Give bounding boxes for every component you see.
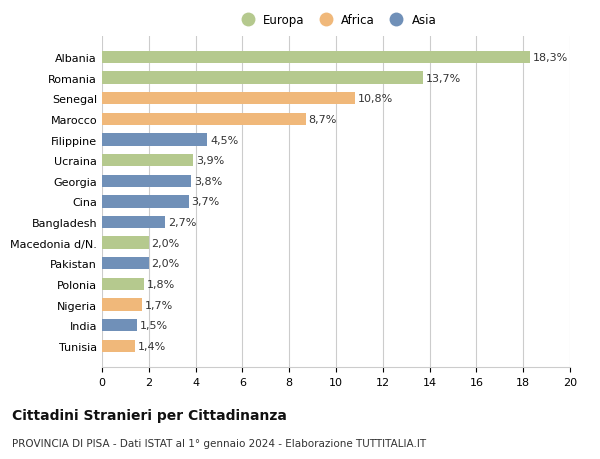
Text: 8,7%: 8,7% — [308, 115, 337, 125]
Bar — [102, 257, 149, 270]
Text: 18,3%: 18,3% — [533, 53, 568, 63]
Text: 3,7%: 3,7% — [191, 197, 220, 207]
Bar — [102, 196, 188, 208]
Text: 2,0%: 2,0% — [152, 238, 180, 248]
Bar — [102, 73, 422, 84]
Text: 1,5%: 1,5% — [140, 320, 168, 330]
Bar — [102, 113, 305, 126]
Text: 13,7%: 13,7% — [425, 73, 461, 84]
Text: 3,9%: 3,9% — [196, 156, 224, 166]
Bar — [102, 93, 355, 105]
Text: 10,8%: 10,8% — [358, 94, 393, 104]
Text: 2,7%: 2,7% — [168, 218, 196, 228]
Bar — [102, 134, 208, 146]
Bar — [102, 319, 137, 331]
Text: Cittadini Stranieri per Cittadinanza: Cittadini Stranieri per Cittadinanza — [12, 409, 287, 422]
Bar — [102, 340, 135, 352]
Bar — [102, 52, 530, 64]
Text: 1,8%: 1,8% — [147, 279, 175, 289]
Bar — [102, 216, 165, 229]
Text: 4,5%: 4,5% — [210, 135, 238, 145]
Text: 2,0%: 2,0% — [152, 259, 180, 269]
Bar — [102, 237, 149, 249]
Text: 1,7%: 1,7% — [145, 300, 173, 310]
Legend: Europa, Africa, Asia: Europa, Africa, Asia — [231, 10, 441, 32]
Bar — [102, 175, 191, 188]
Bar — [102, 299, 142, 311]
Text: PROVINCIA DI PISA - Dati ISTAT al 1° gennaio 2024 - Elaborazione TUTTITALIA.IT: PROVINCIA DI PISA - Dati ISTAT al 1° gen… — [12, 438, 426, 448]
Bar — [102, 155, 193, 167]
Text: 3,8%: 3,8% — [194, 176, 222, 186]
Text: 1,4%: 1,4% — [137, 341, 166, 351]
Bar — [102, 278, 144, 291]
